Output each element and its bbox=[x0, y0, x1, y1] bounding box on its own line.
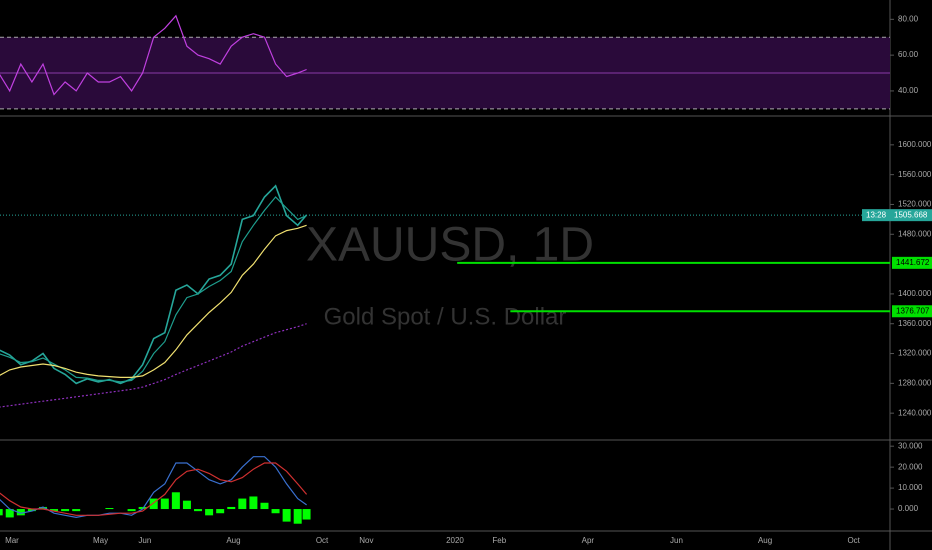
histogram-bar bbox=[72, 509, 81, 512]
histogram-bar bbox=[105, 508, 114, 510]
watermark-subtitle: Gold Spot / U.S. Dollar bbox=[324, 303, 567, 330]
series-line bbox=[0, 456, 307, 519]
x-tick-label: Jun bbox=[138, 536, 151, 545]
histogram-bar bbox=[194, 509, 203, 512]
y-tick-label: 0.000 bbox=[898, 504, 919, 513]
y-tick-label: 1600.000 bbox=[898, 140, 932, 149]
histogram-bar bbox=[38, 506, 47, 510]
level-label: 1376.707 bbox=[896, 306, 930, 315]
histogram-bar bbox=[171, 492, 180, 510]
x-tick-label: Jun bbox=[670, 536, 683, 545]
histogram-bar bbox=[260, 502, 269, 510]
histogram-bar bbox=[5, 509, 14, 518]
y-tick-label: 40.00 bbox=[898, 86, 919, 95]
series-line bbox=[0, 224, 307, 378]
x-tick-label: May bbox=[93, 536, 108, 545]
x-tick-label: Apr bbox=[582, 536, 595, 545]
histogram-bar bbox=[127, 509, 136, 512]
x-tick-label: Aug bbox=[226, 536, 240, 545]
y-tick-label: 20.000 bbox=[898, 462, 923, 471]
x-tick-label: Oct bbox=[316, 536, 329, 545]
histogram-bar bbox=[293, 509, 302, 524]
y-tick-label: 1320.000 bbox=[898, 349, 932, 358]
y-tick-label: 1400.000 bbox=[898, 289, 932, 298]
level-label-bg bbox=[892, 305, 932, 318]
histogram-bar bbox=[249, 496, 258, 510]
histogram-bar bbox=[27, 509, 36, 512]
series-line bbox=[0, 196, 307, 383]
histogram-bar bbox=[182, 500, 191, 510]
y-tick-label: 1560.000 bbox=[898, 170, 932, 179]
level-label-bg bbox=[892, 256, 932, 269]
y-tick-label: 60.00 bbox=[898, 50, 919, 59]
histogram-bar bbox=[0, 509, 3, 516]
histogram-bar bbox=[282, 509, 291, 522]
y-tick-label: 10.000 bbox=[898, 483, 923, 492]
series-line bbox=[0, 323, 307, 408]
y-tick-label: 1240.000 bbox=[898, 408, 932, 417]
histogram-bar bbox=[238, 498, 247, 510]
histogram-bar bbox=[271, 509, 280, 514]
histogram-bar bbox=[160, 498, 169, 510]
x-tick-label: Mar bbox=[5, 536, 19, 545]
y-tick-label: 1280.000 bbox=[898, 378, 932, 387]
histogram-bar bbox=[227, 506, 236, 510]
histogram-bar bbox=[61, 509, 70, 512]
x-tick-label: Nov bbox=[359, 536, 373, 545]
last-price-bg bbox=[862, 209, 932, 222]
histogram-bar bbox=[50, 509, 59, 512]
y-tick-label: 1360.000 bbox=[898, 319, 932, 328]
last-price-label: 1505.668 bbox=[894, 210, 928, 219]
histogram-bar bbox=[16, 509, 25, 516]
x-tick-label: Aug bbox=[758, 536, 772, 545]
y-tick-label: 1480.000 bbox=[898, 229, 932, 238]
series-line bbox=[0, 14, 307, 96]
x-tick-label: Oct bbox=[847, 536, 860, 545]
y-tick-label: 30.000 bbox=[898, 441, 923, 450]
y-tick-label: 1520.000 bbox=[898, 200, 932, 209]
level-label: 1441.672 bbox=[896, 258, 930, 267]
series-line bbox=[0, 184, 308, 385]
histogram-bar bbox=[216, 509, 225, 514]
histogram-bar bbox=[149, 498, 158, 510]
x-tick-label: 2020 bbox=[446, 536, 464, 545]
timer-label: 13:28 bbox=[866, 210, 887, 219]
y-tick-label: 80.00 bbox=[898, 14, 919, 23]
histogram-bar bbox=[205, 509, 214, 516]
series-line bbox=[0, 462, 308, 516]
histogram-bar bbox=[302, 509, 311, 520]
x-tick-label: Feb bbox=[492, 536, 506, 545]
